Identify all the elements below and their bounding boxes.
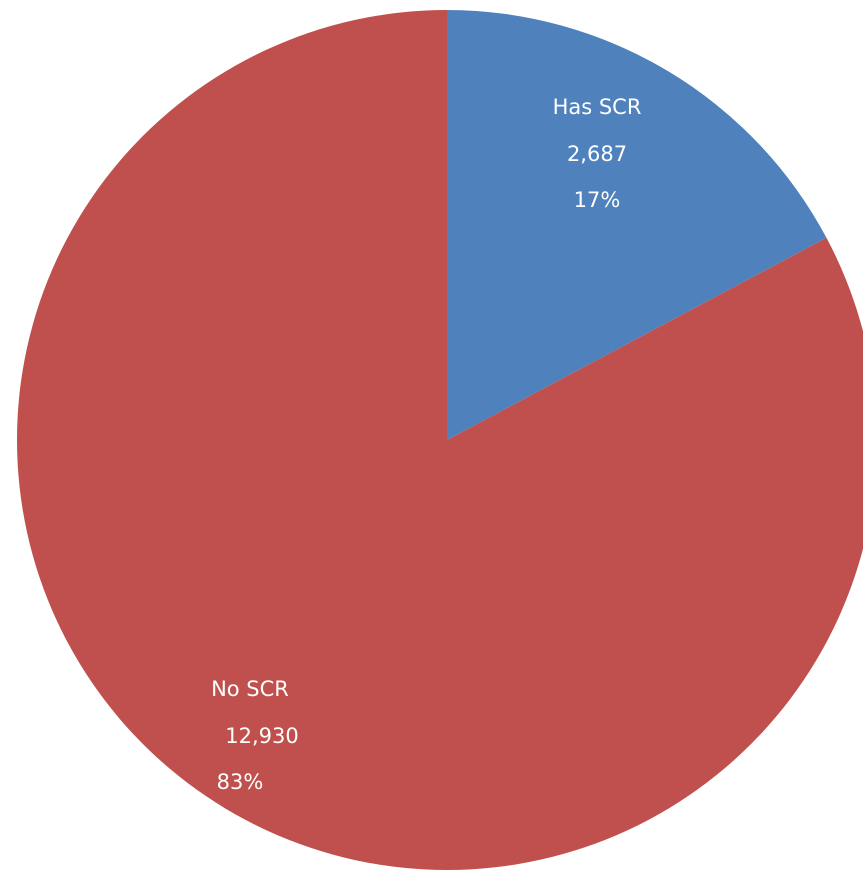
pie-slice — [17, 10, 863, 870]
slice-label-percent: 17% — [574, 188, 621, 212]
slice-label-value: 2,687 — [567, 142, 627, 166]
slice-label-value: 12,930 — [225, 724, 298, 748]
pie-slice — [447, 10, 827, 440]
slice-label-name: No SCR — [211, 677, 289, 701]
slice-label-percent: 83% — [217, 770, 264, 794]
slice-label-name: Has SCR — [553, 95, 642, 119]
